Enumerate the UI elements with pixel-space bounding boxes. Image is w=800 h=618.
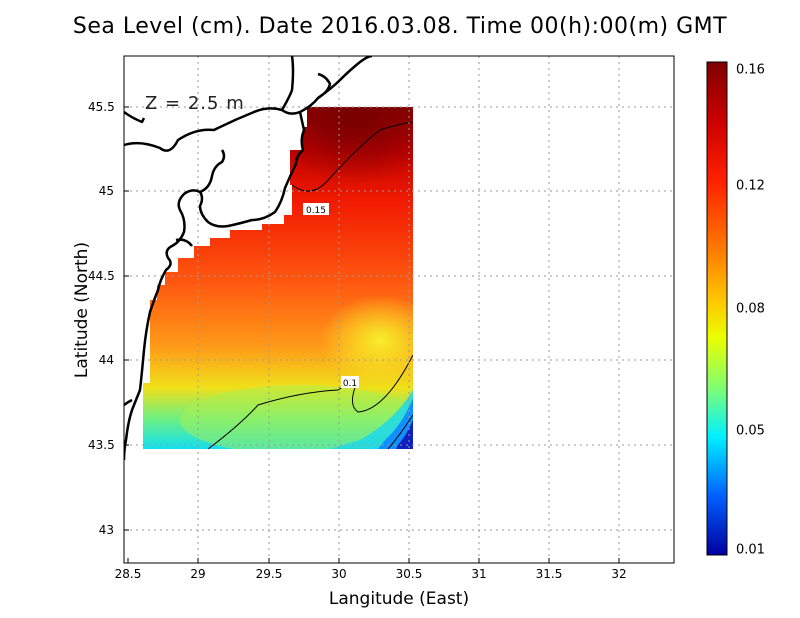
depth-label: Z = 2.5 m: [145, 93, 245, 114]
x-tick-label: 30: [331, 567, 347, 581]
field-overlays: [180, 107, 413, 449]
colorbar-tick-label: 0.16: [736, 62, 765, 78]
x-tick-label: 28.5: [114, 567, 142, 581]
contour-label-text: 0.15: [306, 206, 326, 216]
y-tick-label: 45.5: [88, 100, 115, 114]
x-tick-label: 32: [611, 567, 627, 581]
coastline: [124, 56, 373, 461]
plot-title: Sea Level (cm). Date 2016.03.08. Time 00…: [72, 14, 728, 39]
contour-label-1: 0.1: [341, 376, 359, 389]
y-tick-label: 43: [98, 523, 114, 537]
x-tick-label: 30.5: [395, 567, 423, 581]
x-tick-label: 29: [190, 567, 206, 581]
y-tick-label: 44: [98, 353, 114, 367]
tick-marks: [124, 106, 620, 563]
contour-line: [291, 121, 413, 192]
y-tick-label: 45: [98, 184, 114, 198]
y-tick-label: 44.5: [88, 269, 115, 283]
y-tick-label: 43.5: [88, 438, 115, 452]
colorbar-tick-label: 0.08: [736, 301, 765, 317]
x-axis-label: Langitude (East): [328, 589, 470, 609]
contour-label-text: 0.1: [343, 379, 357, 389]
x-tick-label: 31: [471, 567, 487, 581]
colorbar-tick-label: 0.01: [736, 542, 765, 558]
colorbar: [706, 61, 728, 556]
y-axis-label: Latitude (North): [72, 241, 92, 379]
plot-frame: [123, 55, 675, 564]
x-tick-label: 31.5: [535, 567, 563, 581]
contour-line: [387, 414, 413, 449]
colorbar-tick-label: 0.12: [736, 178, 765, 194]
grid: [124, 56, 674, 563]
x-tick-label: 29.5: [255, 567, 283, 581]
contour-label-0: 0.15: [303, 203, 329, 216]
colorbar-tick-label: 0.05: [736, 423, 765, 439]
